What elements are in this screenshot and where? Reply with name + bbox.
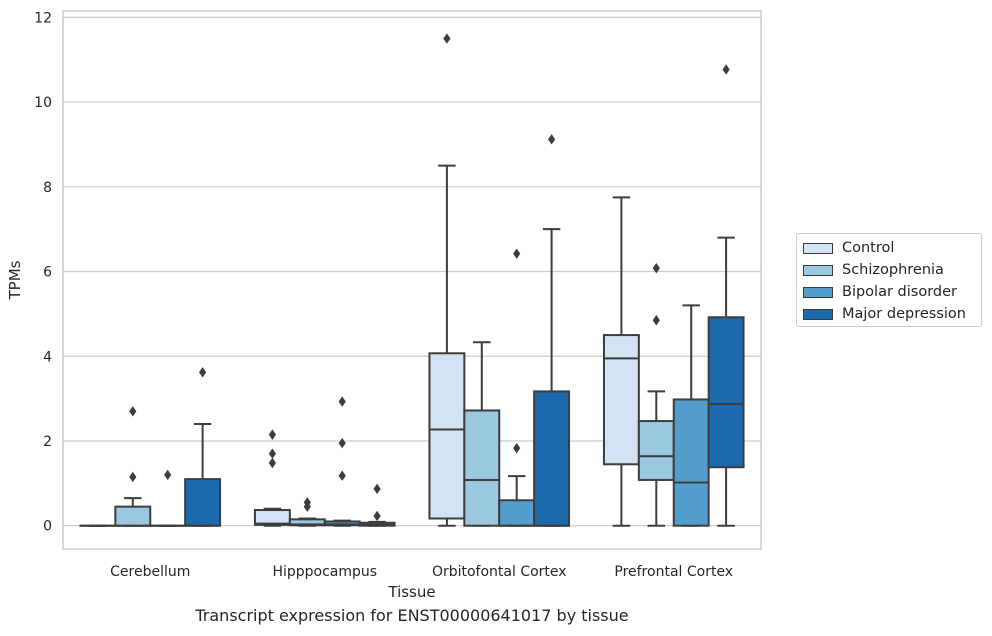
outlier-point [338, 437, 346, 449]
outlier-point [652, 315, 660, 326]
box-cerebellum-bipolar-disorder [149, 469, 187, 527]
box-iqr [498, 499, 536, 527]
box-iqr [463, 409, 501, 527]
outlier-point [722, 64, 730, 75]
y-tick-label-12: 12 [34, 10, 52, 26]
outlier-point [303, 497, 311, 508]
box-iqr [602, 334, 640, 466]
box-prefrontal-cortex-bipolar-disorder [672, 304, 710, 527]
box-iqr [707, 316, 745, 469]
chart-caption: Transcript expression for ENST0000064101… [195, 606, 629, 625]
outlier-point [373, 510, 381, 522]
x-tick-label-cerebellum: Cerebellum [110, 564, 190, 580]
legend-label-control: Control [842, 240, 895, 256]
x-tick-labels: Cerebellum Hipppocampus Orbitofontal Corte… [110, 564, 733, 580]
box-hipppocampus-major-depression [358, 483, 396, 527]
outlier-point [268, 457, 276, 469]
outlier-point [443, 33, 451, 44]
outlier-point [338, 396, 346, 407]
box-iqr [184, 478, 222, 527]
legend-item-schizophrenia: Schizophrenia [803, 260, 944, 280]
box-orbitofontal-cortex-control [428, 33, 466, 527]
box-iqr [672, 398, 710, 527]
outlier-point [164, 469, 172, 481]
y-tick-label-6: 6 [43, 265, 52, 281]
outlier-point [129, 471, 137, 483]
box-cerebellum-schizophrenia [114, 406, 152, 527]
outlier-point [548, 134, 556, 145]
box-iqr [428, 352, 466, 520]
box-iqr [253, 509, 291, 526]
box-hipppocampus-schizophrenia [288, 497, 326, 527]
y-tick-label-4: 4 [43, 349, 52, 365]
y-tick-label-10: 10 [34, 95, 52, 111]
x-tick-label-orbitofontal-cortex: Orbitofontal Cortex [432, 564, 567, 580]
x-axis-title: Tissue [387, 583, 435, 601]
outlier-point [513, 248, 521, 259]
box-hipppocampus-control [253, 429, 291, 527]
outlier-point [338, 470, 346, 481]
box-prefrontal-cortex-control [602, 196, 640, 527]
legend-label-schizophrenia: Schizophrenia [842, 262, 944, 278]
box-orbitofontal-cortex-major-depression [533, 134, 571, 527]
box-iqr [114, 505, 152, 527]
y-tick-label-2: 2 [43, 434, 52, 450]
legend-item-bipolar-disorder: Bipolar disorder [803, 282, 957, 302]
box-cerebellum-major-depression [184, 367, 222, 527]
y-axis-title: TPMs [6, 260, 24, 300]
outlier-point [129, 406, 137, 417]
box-prefrontal-cortex-major-depression [707, 64, 745, 527]
legend-swatch-major-depression [803, 308, 833, 320]
box-iqr [637, 420, 675, 481]
box-iqr [533, 390, 571, 527]
x-tick-label-hipppocampus: Hipppocampus [272, 564, 377, 580]
y-tick-label-8: 8 [43, 180, 52, 196]
legend-swatch-schizophrenia [803, 264, 833, 276]
legend-label-bipolar-disorder: Bipolar disorder [842, 284, 957, 300]
gridlines [63, 16, 761, 527]
box-prefrontal-cortex-schizophrenia [637, 262, 675, 527]
legend-label-major-depression: Major depression [842, 306, 966, 322]
x-tick-label-prefrontal-cortex: Prefrontal Cortex [614, 564, 733, 580]
y-tick-label-0: 0 [43, 519, 52, 535]
box-layer [79, 33, 745, 527]
outlier-point [268, 448, 276, 459]
legend-swatch-control [803, 242, 833, 254]
outlier-point [652, 262, 660, 274]
legend-item-control: Control [803, 238, 894, 258]
plot-area-frame [62, 10, 762, 550]
outlier-point [268, 429, 276, 440]
box-orbitofontal-cortex-schizophrenia [463, 341, 501, 527]
outlier-point [373, 483, 381, 495]
box-hipppocampus-bipolar-disorder [323, 396, 361, 527]
legend-swatch-bipolar-disorder [803, 286, 833, 298]
legend-item-major-depression: Major depression [803, 304, 966, 324]
box-orbitofontal-cortex-bipolar-disorder [498, 248, 536, 527]
legend: Control Schizophrenia Bipolar disorder M… [796, 233, 982, 327]
outlier-point [199, 367, 207, 378]
outlier-point [513, 442, 521, 454]
y-tick-labels: 0 2 4 6 8 10 12 [34, 10, 52, 534]
